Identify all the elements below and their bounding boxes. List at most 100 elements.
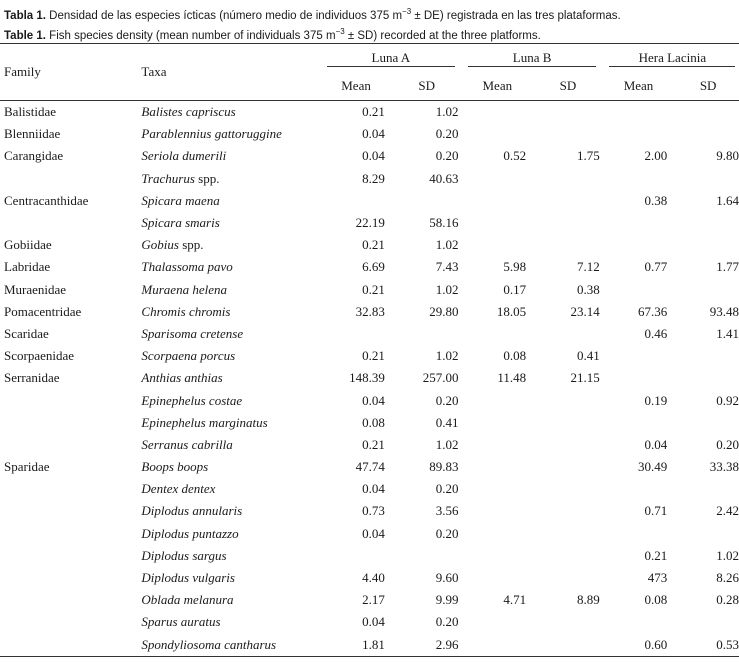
taxa-name: Anthias anthias bbox=[141, 370, 223, 386]
sd-cell: 3.56 bbox=[435, 503, 459, 519]
mean-cell: 47.74 bbox=[355, 459, 385, 475]
taxa-name: Diplodus vulgaris bbox=[141, 570, 235, 586]
header-luna-b: Luna B bbox=[458, 43, 600, 72]
header-luna-a-label: Luna A bbox=[326, 50, 455, 67]
taxa-cell: Trachurus spp. bbox=[141, 168, 317, 190]
table-row: Epinephelus marginatus 0.08 0.41 bbox=[0, 412, 739, 434]
mean-cell: 0.77 bbox=[644, 259, 668, 275]
taxa-name: Sparus auratus bbox=[141, 614, 221, 630]
caption-spanish-label: Tabla 1. bbox=[4, 9, 46, 22]
table-row: Diplodus vulgaris 4.40 9.60 473 8.26 bbox=[0, 567, 739, 589]
mean-cell bbox=[600, 523, 678, 545]
family-cell bbox=[0, 168, 141, 190]
sd-cell: 0.20 bbox=[435, 614, 459, 630]
table-row: Labridae Thalassoma pavo 6.69 7.43 5.98 7.12 0… bbox=[0, 256, 739, 278]
sd-cell: 1.41 bbox=[716, 325, 739, 341]
taxa-cell: Chromis chromis bbox=[141, 301, 317, 323]
mean-cell bbox=[459, 478, 537, 500]
mean-cell: 0.08 bbox=[644, 592, 668, 608]
header-hera-lacinia: Hera Lacinia bbox=[599, 43, 739, 72]
sd-cell: 9.99 bbox=[435, 592, 459, 608]
table-row: Sparus auratus 0.04 0.20 bbox=[0, 611, 739, 633]
sd-cell bbox=[677, 123, 739, 145]
sd-cell bbox=[677, 234, 739, 256]
family-cell bbox=[0, 633, 142, 657]
table-row: Scorpaenidae Scorpaena porcus 0.21 1.02 0.08… bbox=[0, 345, 739, 367]
family-cell: Carangidae bbox=[4, 148, 64, 164]
sd-cell bbox=[677, 367, 739, 389]
sd-cell bbox=[677, 523, 739, 545]
mean-cell: 0.52 bbox=[503, 148, 527, 164]
sd-cell bbox=[536, 123, 600, 145]
mean-cell bbox=[459, 168, 537, 190]
taxa-name: Gobius bbox=[141, 237, 179, 253]
mean-cell bbox=[317, 545, 395, 567]
mean-cell: 6.69 bbox=[362, 259, 385, 275]
sd-cell bbox=[536, 212, 600, 234]
family-cell: Scaridae bbox=[4, 325, 49, 341]
mean-cell: 0.60 bbox=[599, 633, 678, 657]
sd-cell bbox=[677, 478, 739, 500]
taxa-cell: Parablennius gattoruggine bbox=[141, 123, 317, 145]
table-row: Gobiidae Gobius spp. 0.21 1.02 bbox=[0, 234, 739, 256]
sd-cell: 0.53 bbox=[677, 633, 739, 657]
sd-cell bbox=[536, 434, 600, 456]
table-row: Diplodus sargus 0.21 1.02 bbox=[0, 545, 739, 567]
taxa-cell: Spicara maena bbox=[141, 190, 317, 212]
sd-cell bbox=[536, 611, 600, 633]
taxa-suffix: spp. bbox=[178, 237, 204, 253]
family-cell bbox=[0, 212, 141, 234]
sd-cell bbox=[677, 212, 739, 234]
sd-cell: 40.63 bbox=[429, 170, 459, 186]
sd-cell bbox=[536, 456, 600, 478]
sd-cell: 1.64 bbox=[716, 192, 739, 208]
mean-cell bbox=[600, 478, 678, 500]
family-cell bbox=[0, 567, 141, 589]
mean-cell bbox=[459, 212, 537, 234]
family-cell bbox=[0, 412, 141, 434]
sd-cell: 0.28 bbox=[716, 592, 739, 608]
mean-cell: 0.19 bbox=[644, 392, 668, 408]
mean-cell: 0.21 bbox=[644, 547, 668, 563]
sd-cell: 2.96 bbox=[394, 633, 459, 657]
mean-cell bbox=[459, 611, 537, 633]
mean-cell: 0.04 bbox=[362, 392, 385, 408]
sd-cell: 9.80 bbox=[716, 148, 739, 164]
sd-cell bbox=[395, 190, 459, 212]
sd-cell: 0.92 bbox=[716, 392, 739, 408]
caption-spanish: Tabla 1. Densidad de las especies íctica… bbox=[4, 4, 736, 24]
mean-cell: 0.08 bbox=[362, 414, 385, 430]
taxa-name: Spicara maena bbox=[141, 192, 220, 208]
mean-cell: 2.17 bbox=[362, 592, 385, 608]
family-cell bbox=[0, 523, 141, 545]
sd-cell: 1.02 bbox=[435, 104, 459, 120]
header-sd: SD bbox=[536, 72, 600, 101]
mean-cell: 0.21 bbox=[362, 237, 385, 253]
taxa-suffix: spp. bbox=[194, 170, 220, 186]
header-luna-b-label: Luna B bbox=[468, 50, 597, 67]
sd-cell: 0.20 bbox=[435, 126, 459, 142]
sd-cell: 0.20 bbox=[435, 392, 459, 408]
caption-english-label: Table 1. bbox=[4, 29, 46, 42]
sd-cell bbox=[536, 234, 600, 256]
mean-cell bbox=[600, 123, 678, 145]
taxa-name: Epinephelus marginatus bbox=[141, 414, 268, 430]
sd-cell bbox=[677, 168, 739, 190]
mean-cell: 0.21 bbox=[362, 436, 385, 452]
taxa-cell: Diplodus annularis bbox=[141, 500, 317, 522]
sd-cell: 257.00 bbox=[422, 370, 459, 386]
sd-cell bbox=[677, 101, 739, 124]
header-row-groups: Family Taxa Luna A Luna B Hera Lacinia bbox=[0, 43, 739, 101]
taxa-name: Diplodus sargus bbox=[141, 547, 227, 563]
table-row: Dentex dentex 0.04 0.20 bbox=[0, 478, 739, 500]
mean-cell: 0.04 bbox=[362, 126, 385, 142]
sd-cell: 1.02 bbox=[435, 436, 459, 452]
sd-cell: 0.20 bbox=[435, 148, 459, 164]
mean-cell: 148.39 bbox=[349, 370, 385, 386]
table-row: Oblada melanura 2.17 9.99 4.71 8.89 0.08 0.28 bbox=[0, 589, 739, 611]
sd-cell bbox=[536, 500, 600, 522]
header-sd: SD bbox=[394, 72, 459, 101]
taxa-name: Epinephelus costae bbox=[141, 392, 243, 408]
mean-cell bbox=[317, 190, 395, 212]
mean-cell bbox=[600, 611, 678, 633]
